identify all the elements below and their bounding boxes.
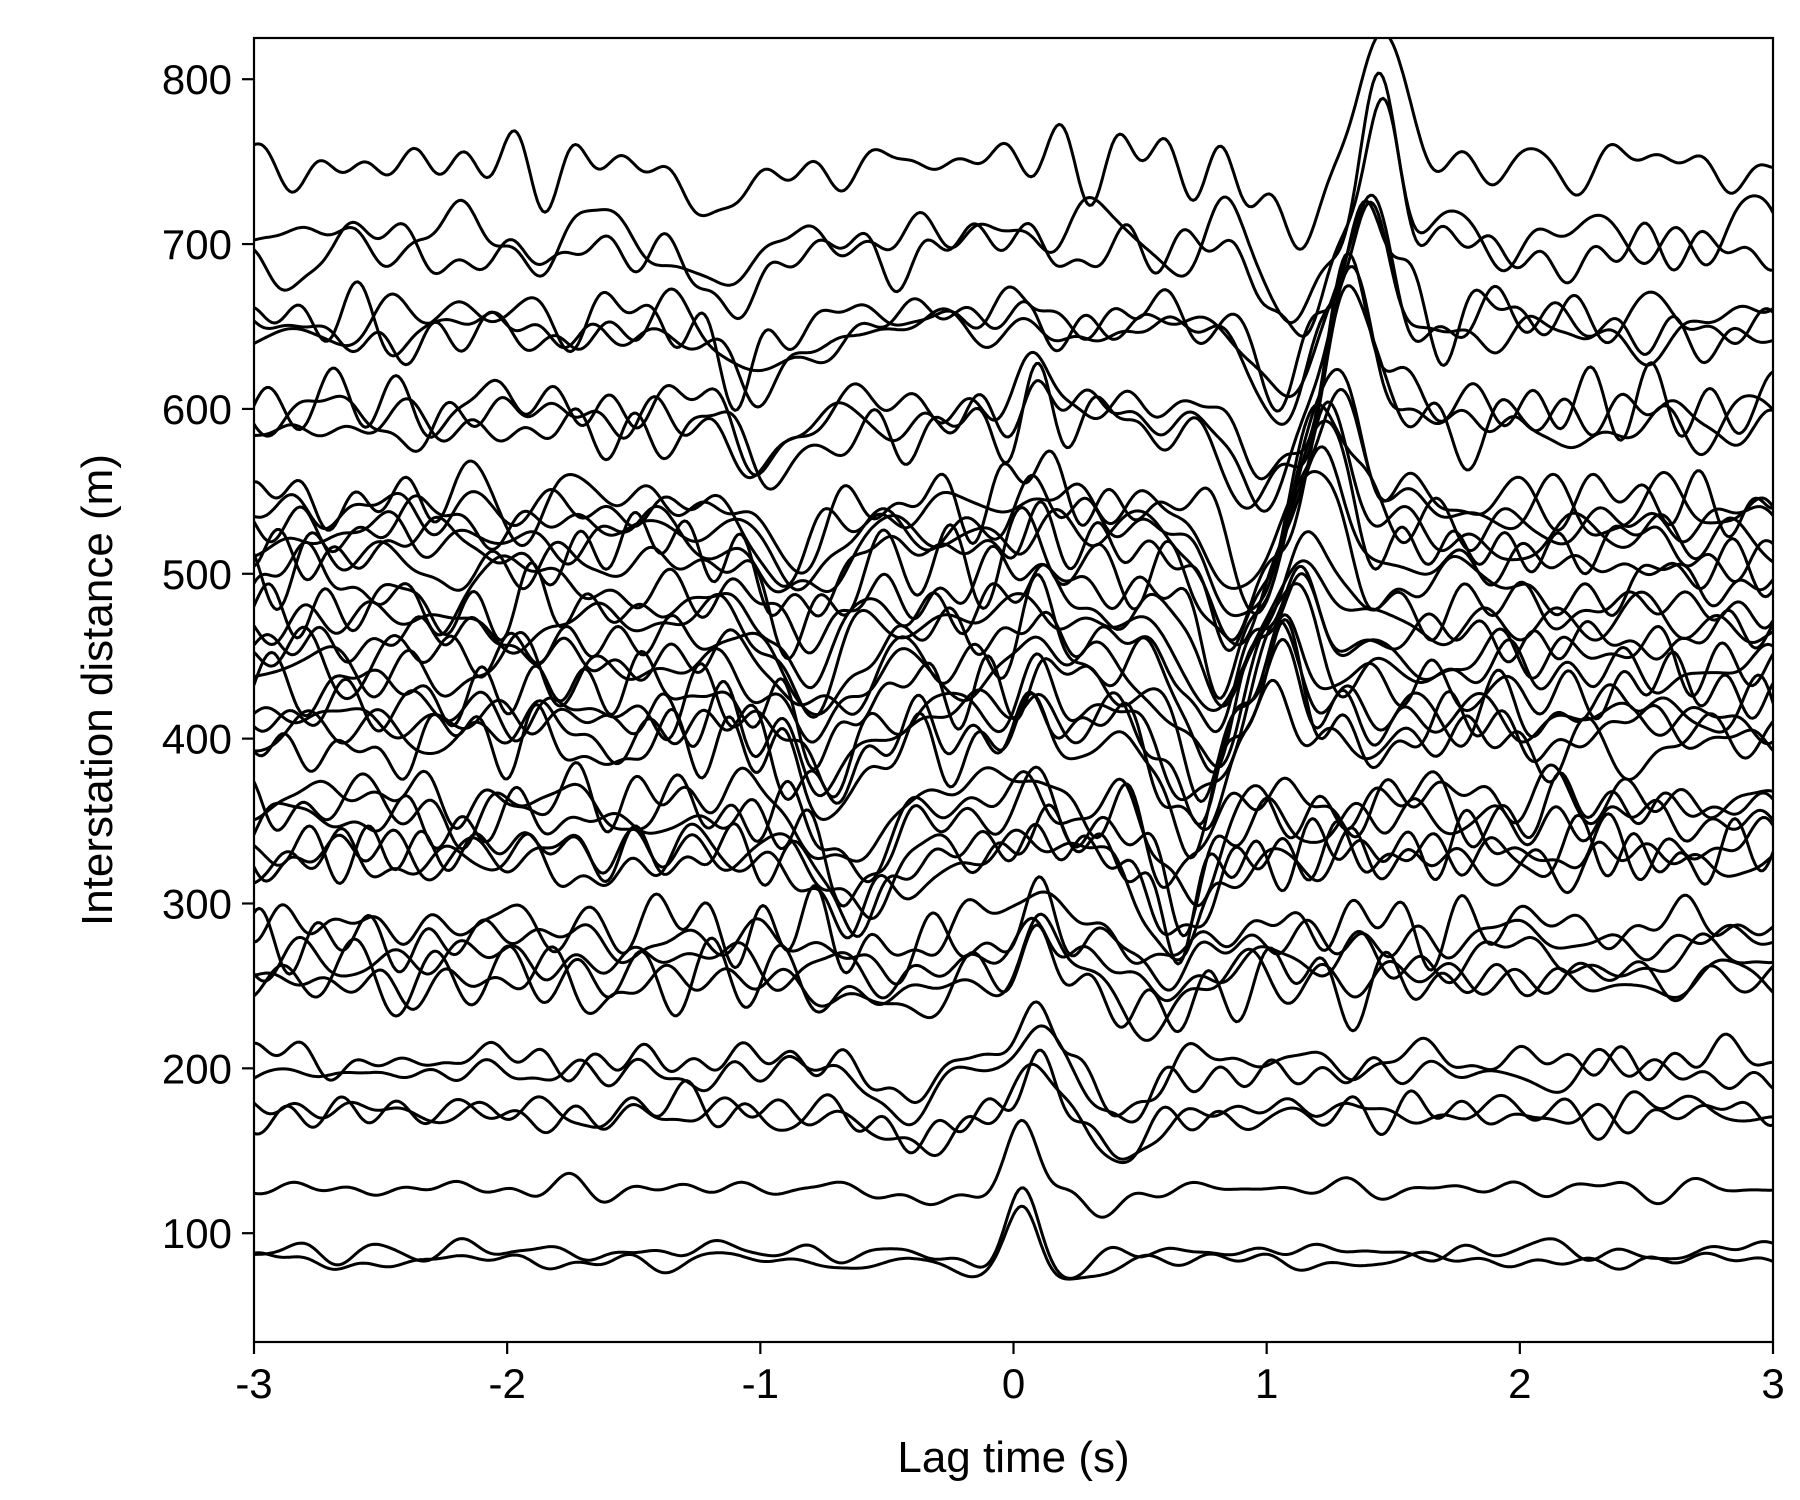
trace-line xyxy=(254,193,1773,399)
y-axis-ticks: 100 200 300 400 500 600 700 800 xyxy=(162,56,254,1257)
x-tick-label: 1 xyxy=(1255,1360,1278,1407)
x-tick-label: 2 xyxy=(1508,1360,1531,1407)
trace-line xyxy=(254,470,1773,700)
trace-line xyxy=(254,813,1773,938)
trace-line xyxy=(254,1062,1773,1165)
trace-line xyxy=(254,582,1773,769)
trace-line xyxy=(254,71,1773,325)
x-tick-label: 0 xyxy=(1002,1360,1025,1407)
x-tick-label: -3 xyxy=(235,1360,272,1407)
trace-line xyxy=(254,678,1773,860)
trace-line xyxy=(254,613,1773,803)
trace-line xyxy=(254,96,1773,338)
trace-line xyxy=(254,564,1773,734)
y-tick-label: 600 xyxy=(162,386,232,433)
plot-frame xyxy=(252,36,1775,1344)
y-axis-title: Interstation distance (m) xyxy=(73,454,122,926)
trace-line xyxy=(254,923,1773,1034)
trace-line xyxy=(254,284,1773,510)
y-tick-label: 200 xyxy=(162,1045,232,1092)
y-tick-label: 400 xyxy=(162,716,232,763)
trace-line xyxy=(254,1186,1773,1280)
trace-line xyxy=(254,199,1773,413)
trace-line xyxy=(254,251,1773,481)
y-tick-label: 100 xyxy=(162,1210,232,1257)
trace-line xyxy=(254,1204,1773,1281)
trace-line xyxy=(254,1024,1773,1127)
x-tick-label: 3 xyxy=(1761,1360,1784,1407)
trace-line xyxy=(254,803,1773,966)
trace-line xyxy=(254,445,1773,661)
trace-line xyxy=(254,822,1773,962)
trace-line xyxy=(254,419,1773,652)
x-axis-title: Lag time (s) xyxy=(897,1433,1129,1482)
trace-line xyxy=(254,38,1773,251)
traces-group xyxy=(254,38,1773,1281)
trace-line xyxy=(254,559,1773,719)
trace-line xyxy=(254,367,1773,615)
trace-line xyxy=(254,761,1773,889)
trace-line xyxy=(254,388,1773,590)
trace-line xyxy=(254,400,1773,642)
trace-line xyxy=(254,530,1773,708)
trace-line xyxy=(254,1048,1773,1161)
y-tick-label: 500 xyxy=(162,551,232,598)
trace-line xyxy=(254,884,1773,975)
trace-line xyxy=(254,265,1773,513)
x-tick-label: -1 xyxy=(742,1360,779,1407)
trace-line xyxy=(254,618,1773,802)
trace-line xyxy=(254,1118,1773,1219)
y-tick-label: 800 xyxy=(162,56,232,103)
trace-line xyxy=(254,1000,1773,1118)
trace-line xyxy=(254,875,1773,992)
trace-line xyxy=(254,916,1773,1003)
y-tick-label: 300 xyxy=(162,880,232,927)
x-tick-label: -2 xyxy=(488,1360,525,1407)
y-tick-label: 700 xyxy=(162,221,232,268)
x-axis-ticks: -3 -2 -1 0 1 2 3 xyxy=(235,1342,1785,1407)
